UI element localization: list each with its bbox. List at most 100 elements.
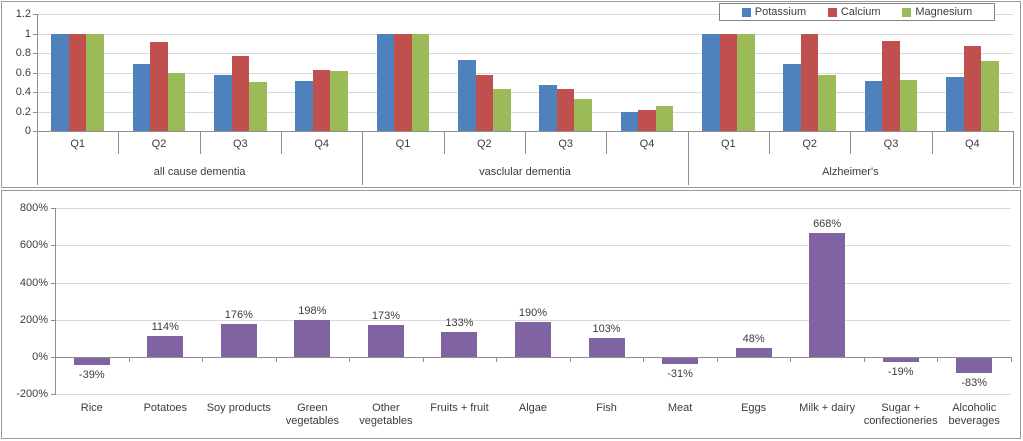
category-label: Q4 <box>964 138 980 150</box>
category-label-line: Soy products <box>206 402 271 414</box>
bar-magnesium <box>981 60 999 131</box>
y-axis-tick <box>51 357 55 358</box>
bar-calcium <box>150 42 168 131</box>
gridline <box>37 72 1013 74</box>
y-axis-tick <box>33 14 37 15</box>
y-axis-line <box>37 14 38 185</box>
bar <box>588 337 625 357</box>
legend-label: Magnesium <box>915 6 973 18</box>
bar-magnesium <box>574 98 592 131</box>
category-label: Eggs <box>709 402 799 415</box>
bar-magnesium <box>330 70 348 131</box>
category-label: Q3 <box>232 138 248 150</box>
category-label-line: Fish <box>596 402 617 414</box>
category-separator <box>606 131 608 154</box>
bar-calcium <box>312 69 331 131</box>
category-label: Fruits + fruit <box>415 402 505 415</box>
data-label: 48% <box>742 333 765 346</box>
y-axis-tick <box>33 92 37 93</box>
bar <box>294 320 331 357</box>
y-tick-label: 200% <box>19 313 48 326</box>
category-label-line: vegetables <box>285 415 339 427</box>
category-label: Q4 <box>314 138 329 150</box>
bar <box>882 358 919 362</box>
y-axis-tick <box>33 131 37 132</box>
category-separator <box>931 131 933 154</box>
category-tick <box>643 357 645 362</box>
x-axis-line <box>37 131 1014 132</box>
gridline <box>55 208 1011 210</box>
category-label-line: Green <box>297 402 328 414</box>
bar-potassium <box>620 111 639 131</box>
category-separator <box>199 131 201 154</box>
bar-magnesium <box>655 105 674 131</box>
bar-magnesium <box>411 33 430 131</box>
bar-potassium <box>214 75 232 131</box>
food-chart-panel: 800% 600% 400% 200% 0% -200% -39% Rice 114% Potat… <box>1 190 1021 439</box>
category-label: Fish <box>562 402 652 415</box>
legend-label: Potassium <box>754 6 807 18</box>
bar-potassium <box>702 33 720 131</box>
category-label-line: Algae <box>518 402 548 414</box>
y-axis-tick <box>51 319 55 321</box>
bar-calcium <box>719 33 738 131</box>
category-label: Green vegetables <box>268 402 358 428</box>
category-tick <box>496 357 498 362</box>
category-tick <box>349 357 351 362</box>
y-tick-label: 400% <box>19 276 48 289</box>
category-label-line: Meat <box>667 402 693 414</box>
bar-calcium <box>963 46 982 131</box>
category-label: Potatoes <box>121 402 211 415</box>
bar <box>662 358 699 364</box>
bar <box>809 232 846 357</box>
category-label: Q1 <box>70 138 85 150</box>
category-label: Meat <box>635 402 725 415</box>
legend-entry-potassium: Potassium <box>741 6 807 18</box>
category-label-line: Eggs <box>741 402 767 414</box>
category-tick <box>937 357 939 362</box>
y-axis-line <box>55 208 56 396</box>
group-label: Alzheimer's <box>822 166 879 178</box>
bar <box>441 332 478 357</box>
bar <box>956 358 993 374</box>
data-label: -19% <box>887 365 914 378</box>
category-tick <box>1011 357 1012 362</box>
category-label: Q4 <box>639 138 655 150</box>
group-label: all cause dementia <box>153 166 246 178</box>
y-axis-tick <box>51 208 55 210</box>
gridline <box>37 53 1013 54</box>
bar-magnesium <box>899 80 918 131</box>
category-label-line: confectioneries <box>863 415 938 427</box>
gridline <box>55 319 1011 321</box>
gridline <box>55 394 1011 396</box>
y-tick-label: 0.2 <box>15 105 31 118</box>
category-label: Other vegetables <box>341 402 431 428</box>
category-label-line: Alcoholic <box>952 402 997 414</box>
dementia-plot-area: 0 0.2 0.4 0.6 0.8 1 1.2 Q1 Q2 Q3 Q4 all cause demen… <box>2 2 1020 187</box>
y-tick-label: 0.8 <box>15 47 31 59</box>
category-label-line: Sugar + <box>881 402 921 414</box>
bar-calcium <box>231 55 250 131</box>
bar-calcium <box>556 89 575 131</box>
data-label: 198% <box>298 305 327 318</box>
gridline <box>55 245 1011 247</box>
y-tick-label: 0 <box>24 125 31 137</box>
y-axis-tick <box>51 282 55 284</box>
bar-calcium <box>638 109 656 131</box>
category-label: Q1 <box>395 138 411 150</box>
legend: Potassium Calcium Magnesium <box>719 3 995 21</box>
bar <box>220 324 257 357</box>
potassium-swatch-icon <box>741 7 751 17</box>
category-label: Q3 <box>558 138 573 150</box>
bar-potassium <box>539 85 557 131</box>
category-label-line: beverages <box>948 415 1000 427</box>
group-separator <box>1013 131 1014 185</box>
category-separator <box>769 131 770 154</box>
y-tick-label: -200% <box>16 388 48 401</box>
data-label: 668% <box>813 217 842 230</box>
category-tick <box>202 357 204 362</box>
bar-magnesium <box>737 33 755 131</box>
category-label-line: Milk + dairy <box>799 402 856 414</box>
bar-calcium <box>68 33 87 131</box>
category-label-line: Fruits + fruit <box>430 402 489 414</box>
